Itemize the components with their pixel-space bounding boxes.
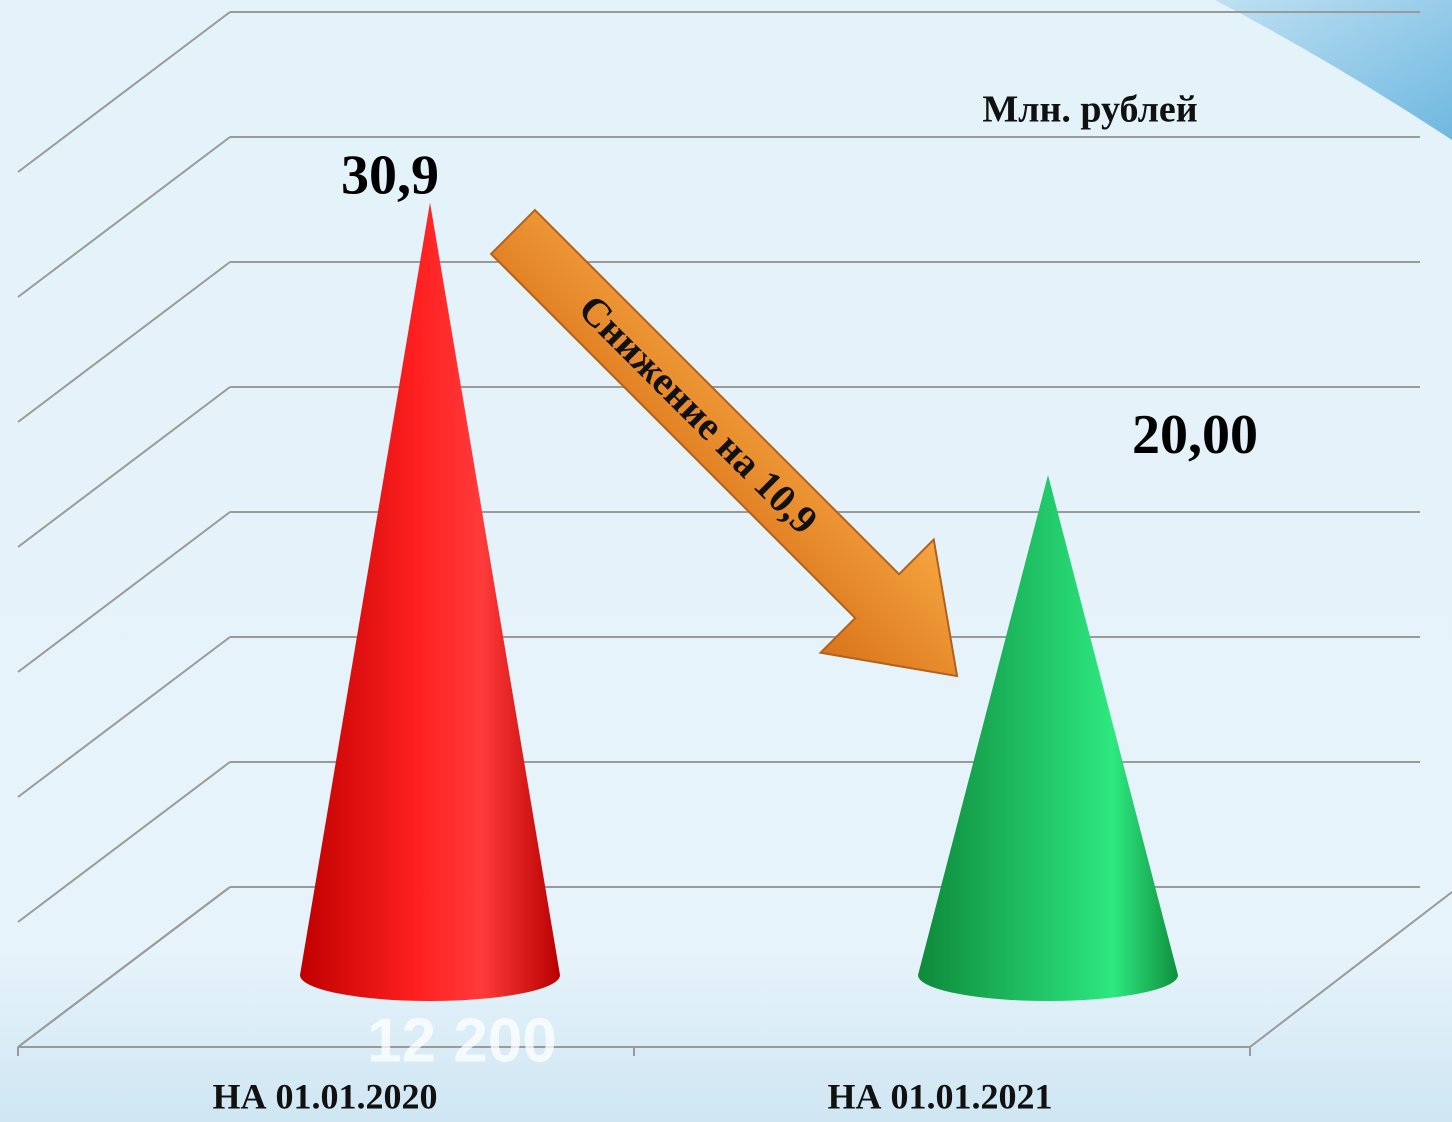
side-grid-line: [17, 761, 231, 923]
cone: [918, 475, 1178, 1001]
side-grid-line: [17, 261, 231, 423]
side-grid-line: [17, 136, 231, 298]
value-label: 30,9: [341, 144, 439, 206]
x-tick-label: НА 01.01.2021: [828, 1076, 1053, 1116]
side-grid-line: [17, 386, 231, 548]
unit-label: Млн. рублей: [982, 89, 1197, 131]
side-grid-line: [17, 511, 231, 673]
cone: [300, 202, 560, 1001]
faint-label: 12 200: [367, 1006, 557, 1075]
side-grid-line: [17, 11, 231, 173]
value-label: 20,00: [1132, 404, 1258, 466]
background-corner: [1215, 0, 1452, 140]
floor-right-edge: [1249, 891, 1452, 1048]
side-grid-line: [17, 886, 231, 1048]
side-grid-line: [17, 636, 231, 798]
arrow-shape: [489, 208, 959, 678]
x-tick-label: НА 01.01.2020: [213, 1076, 438, 1116]
